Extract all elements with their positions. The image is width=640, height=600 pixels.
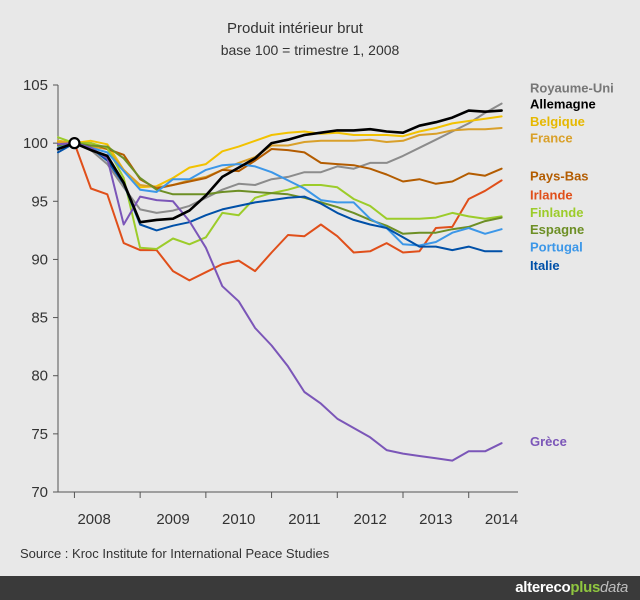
base-marker-group	[68, 137, 81, 150]
logo-part-data: data	[600, 579, 628, 596]
x-tick-label-2014: 2014	[485, 511, 518, 528]
base-marker	[68, 137, 81, 150]
series-label-gr-ce: Grèce	[530, 434, 567, 449]
series-line-royaume-uni	[57, 102, 503, 214]
y-tick-label-90: 90	[31, 251, 48, 268]
y-tick-label-95: 95	[31, 193, 48, 210]
series-line-espagne	[57, 142, 503, 235]
footer-bar: alterecoplusdata	[0, 576, 640, 600]
series-line-finlande	[57, 136, 503, 250]
series-label-italie: Italie	[530, 258, 560, 273]
x-tick-label-2012: 2012	[353, 511, 386, 528]
series-line-gr-ce	[57, 142, 503, 462]
chart-title: Produit intérieur brut	[227, 20, 363, 37]
series-line-allemagne	[56, 109, 503, 224]
series-label-finlande: Finlande	[530, 205, 583, 220]
y-tick-label-75: 75	[31, 426, 48, 443]
series-label-irlande: Irlande	[530, 187, 573, 202]
chart-axes: 70 75 80 85 90 95 100 105 2008 2009 2010 2011 2012 20…	[23, 77, 518, 528]
series-line-portugal	[57, 142, 503, 247]
x-tick-label-2009: 2009	[156, 511, 189, 528]
series-line-france	[57, 127, 503, 189]
y-tick-label-70: 70	[31, 484, 48, 501]
y-tick-label-100: 100	[23, 135, 48, 152]
series-label-portugal: Portugal	[530, 240, 583, 255]
series-label-espagne: Espagne	[530, 222, 584, 237]
chart-series-lines	[56, 102, 503, 462]
series-label-allemagne: Allemagne	[530, 97, 596, 112]
x-tick-label-2013: 2013	[419, 511, 452, 528]
series-label-pays-bas: Pays-Bas	[530, 169, 589, 184]
series-line-irlande	[73, 142, 503, 282]
series-label-belgique: Belgique	[530, 114, 585, 129]
series-label-france: France	[530, 130, 573, 145]
altereco-logo[interactable]: alterecoplusdata	[515, 579, 628, 596]
x-tick-label-2011: 2011	[288, 511, 320, 528]
logo-part-plus: plus	[570, 579, 600, 596]
x-tick-label-2008: 2008	[77, 511, 110, 528]
x-tick-label-2010: 2010	[222, 511, 255, 528]
logo-part-altereco: altereco	[515, 579, 571, 596]
y-tick-label-80: 80	[31, 368, 48, 385]
chart-subtitle: base 100 = trimestre 1, 2008	[220, 42, 400, 58]
source-note: Source : Kroc Institute for Internationa…	[20, 546, 330, 561]
series-label-royaume-uni: Royaume-Uni	[530, 80, 614, 95]
y-tick-label-105: 105	[23, 77, 48, 94]
gdp-line-chart: 70 75 80 85 90 95 100 105 2008 2009 2010 2011 2012 20…	[23, 77, 614, 528]
y-tick-label-85: 85	[31, 310, 48, 327]
